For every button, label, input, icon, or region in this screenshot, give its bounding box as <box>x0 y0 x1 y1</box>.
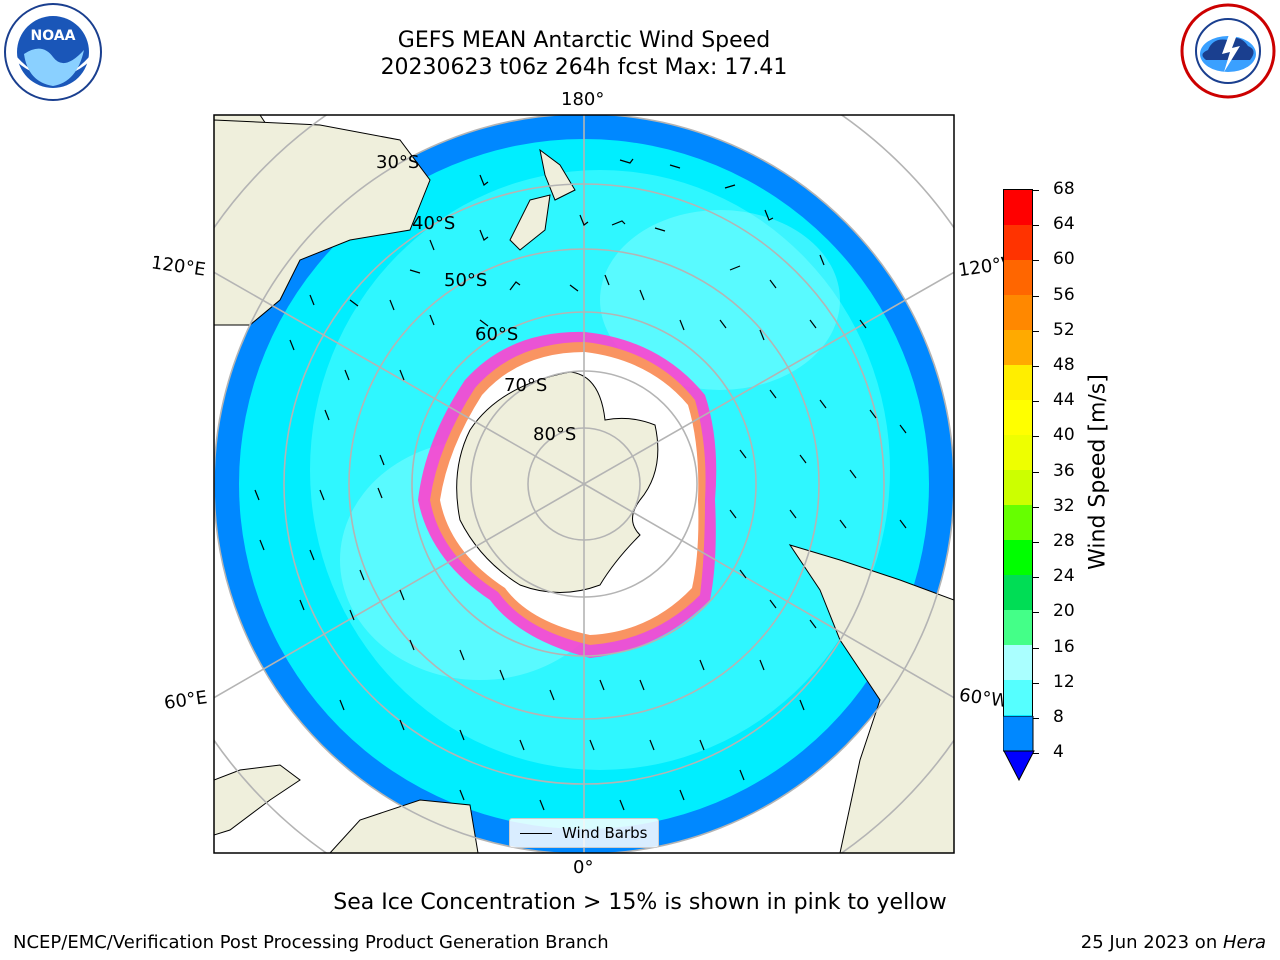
colorbar-tick-mark <box>1033 612 1039 614</box>
map-legend: Wind Barbs <box>509 818 659 848</box>
nws-logo <box>1180 3 1276 99</box>
colorbar-tick-mark <box>1033 436 1039 438</box>
colorbar-tick-mark <box>1033 225 1039 227</box>
lat-label-30s: 30°S <box>376 152 420 173</box>
lon-label-top: 180° <box>561 89 605 110</box>
lat-label-80s: 80°S <box>533 424 577 445</box>
colorbar-tick-label: 28 <box>1053 531 1075 551</box>
colorbar-tick-mark <box>1033 753 1039 755</box>
colorbar-tick-mark <box>1033 718 1039 719</box>
colorbar-tick-label: 44 <box>1053 390 1075 411</box>
colorbar-tick-mark <box>1033 190 1039 191</box>
colorbar-extend-arrow <box>1003 750 1035 782</box>
colorbar-tick-label: 16 <box>1053 636 1075 657</box>
svg-text:NOAA: NOAA <box>31 28 76 44</box>
colorbar-tick-mark <box>1033 682 1039 684</box>
colorbar-tick-mark <box>1033 366 1039 367</box>
wind-barbs <box>254 158 907 811</box>
colorbar-tick-label: 36 <box>1053 460 1075 481</box>
colorbar-tick-mark <box>1033 260 1039 262</box>
colorbar-tick-label: 20 <box>1053 601 1075 622</box>
sea-ice-caption: Sea Ice Concentration > 15% is shown in … <box>333 890 947 915</box>
colorbar-label: Wind Speed [m/s] <box>1085 374 1111 570</box>
colorbar <box>1003 189 1033 751</box>
colorbar-tick-mark <box>1033 401 1039 403</box>
colorbar-tick-label: 68 <box>1053 179 1075 199</box>
colorbar-tick-label: 64 <box>1053 214 1075 235</box>
wind-barb-legend-line <box>520 832 552 834</box>
lat-label-60s: 60°S <box>475 324 519 345</box>
credit-text: NCEP/EMC/Verification Post Processing Pr… <box>13 932 609 953</box>
colorbar-tick-mark <box>1033 577 1039 579</box>
colorbar-tick-label: 12 <box>1053 671 1075 692</box>
date-text: 25 Jun 2023 on Hera <box>1080 932 1266 953</box>
colorbar-tick-label: 48 <box>1053 355 1075 375</box>
lat-label-40s: 40°S <box>412 213 456 234</box>
lat-label-50s: 50°S <box>444 270 488 291</box>
colorbar-tick-label: 24 <box>1053 566 1075 587</box>
colorbar-tick-label: 56 <box>1053 284 1075 305</box>
colorbar-tick-mark <box>1033 471 1039 473</box>
colorbar-tick-label: 52 <box>1053 319 1075 340</box>
colorbar-tick-mark <box>1033 295 1039 297</box>
colorbar-tick-label: 32 <box>1053 495 1075 516</box>
colorbar-tick-mark <box>1033 506 1039 508</box>
legend-label: Wind Barbs <box>562 824 648 842</box>
lon-label-bottom: 0° <box>573 857 594 878</box>
colorbar-tick-label: 60 <box>1053 249 1075 270</box>
colorbar-tick-mark <box>1033 330 1039 332</box>
colorbar-bottom-bin <box>1003 716 1034 752</box>
colorbar-tick-mark <box>1033 542 1039 543</box>
noaa-logo: NOAA <box>4 3 102 101</box>
lat-label-70s: 70°S <box>504 375 548 396</box>
colorbar-tick-mark <box>1033 647 1039 649</box>
host-name: Hera <box>1222 932 1266 953</box>
chart-title: GEFS MEAN Antarctic Wind Speed <box>397 28 771 53</box>
colorbar-tick-label: 4 <box>1053 742 1064 763</box>
chart-subtitle: 20230623 t06z 264h fcst Max: 17.41 <box>380 55 788 80</box>
colorbar-tick-label: 8 <box>1053 707 1064 727</box>
colorbar-tick-label: 40 <box>1053 425 1075 446</box>
